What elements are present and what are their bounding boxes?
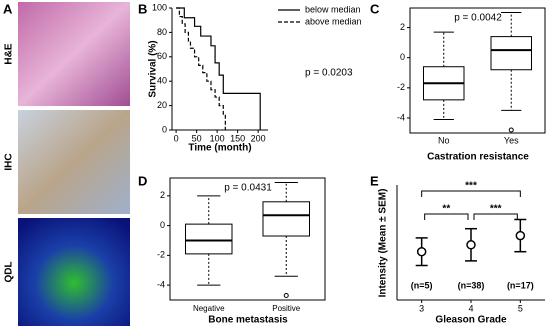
legend-label: above median <box>305 16 362 26</box>
qdl-image <box>18 218 130 326</box>
y-tick-label: 40 <box>157 76 167 86</box>
y-tick-label: 0 <box>160 220 165 230</box>
survival-line <box>176 7 226 130</box>
panel-label: B <box>138 1 147 16</box>
x-tick-label: Positive <box>272 304 301 313</box>
panel-label: C <box>370 1 380 16</box>
significance-label: ** <box>442 204 450 215</box>
significance-label: *** <box>490 204 502 215</box>
significance-bracket <box>473 213 518 220</box>
mean-point <box>416 246 427 257</box>
y-tick-label: -2 <box>397 82 405 92</box>
y-tick-label: -4 <box>157 279 165 289</box>
image-label: QDL <box>4 261 15 282</box>
n-label: (n=5) <box>411 280 433 290</box>
y-tick-label: 0 <box>162 124 167 134</box>
x-tick-label: 200 <box>251 133 266 143</box>
x-tick-label: 5 <box>518 303 523 313</box>
x-tick-label: 150 <box>230 133 245 143</box>
x-tick-label: 4 <box>468 303 473 313</box>
y-tick-label: 20 <box>157 100 167 110</box>
x-tick-label: Yes <box>504 135 519 145</box>
x-axis-label: Time (month) <box>188 143 251 154</box>
x-axis-label: Castration resistance <box>427 152 529 163</box>
plot-frame <box>409 7 546 134</box>
box <box>262 201 310 237</box>
y-tick-label: -4 <box>397 112 405 122</box>
x-tick-label: 100 <box>210 133 225 143</box>
mean-point <box>466 240 476 250</box>
he-image <box>18 2 130 106</box>
survival-line <box>176 7 261 130</box>
y-axis-label: Survival (%) <box>148 40 159 97</box>
n-label: (n=17) <box>507 280 534 290</box>
outlier <box>508 127 514 133</box>
panel-label: A <box>3 1 13 16</box>
annotation: p = 0.0203 <box>305 68 353 79</box>
image-label: IHC <box>4 153 15 170</box>
significance-bracket <box>421 190 521 197</box>
y-tick-label: 60 <box>157 51 167 61</box>
x-tick-label: 50 <box>192 133 202 143</box>
significance-label: *** <box>465 181 477 192</box>
x-axis-label: Bone metastasis <box>208 315 288 326</box>
image-label: H&E <box>4 43 15 64</box>
annotation: p = 0.0042 <box>454 13 502 24</box>
x-tick-label: 0 <box>174 133 179 143</box>
x-axis-label: Gleason Grade <box>435 315 507 326</box>
outlier <box>283 293 289 299</box>
y-tick-label: -2 <box>157 250 165 260</box>
mean-point <box>515 230 526 241</box>
x-tick-label: 3 <box>419 303 424 313</box>
n-label: (n=38) <box>458 280 485 290</box>
box <box>490 36 532 71</box>
annotation: p = 0.0431 <box>224 183 272 194</box>
x-tick-label: No <box>438 135 450 145</box>
plot-frame <box>169 177 326 301</box>
box <box>185 223 233 255</box>
significance-bracket <box>424 213 469 220</box>
panel-label: D <box>138 173 147 188</box>
panel-label: E <box>370 173 379 188</box>
ihc-image <box>18 110 130 214</box>
y-axis-label: Intensity (Mean ± SEM) <box>378 189 389 298</box>
y-tick-label: 2 <box>160 190 165 200</box>
legend-label: below median <box>305 4 361 14</box>
y-tick-label: 100 <box>152 2 167 12</box>
x-tick-label: Negative <box>193 304 225 313</box>
y-tick-label: 80 <box>157 27 167 37</box>
y-tick-label: 2 <box>400 22 405 32</box>
y-tick-label: 0 <box>400 52 405 62</box>
